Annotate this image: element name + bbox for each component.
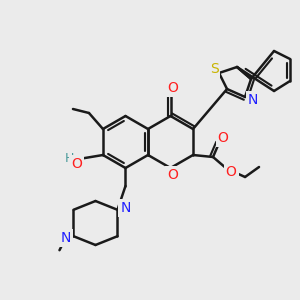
Text: H: H — [64, 152, 74, 164]
Text: N: N — [60, 231, 71, 245]
Text: N: N — [120, 201, 131, 215]
Text: O: O — [167, 81, 178, 95]
Text: O: O — [71, 157, 82, 171]
Text: N: N — [248, 93, 258, 107]
Text: O: O — [218, 131, 229, 145]
Text: S: S — [210, 62, 218, 76]
Text: O: O — [226, 165, 236, 179]
Text: O: O — [167, 168, 178, 182]
